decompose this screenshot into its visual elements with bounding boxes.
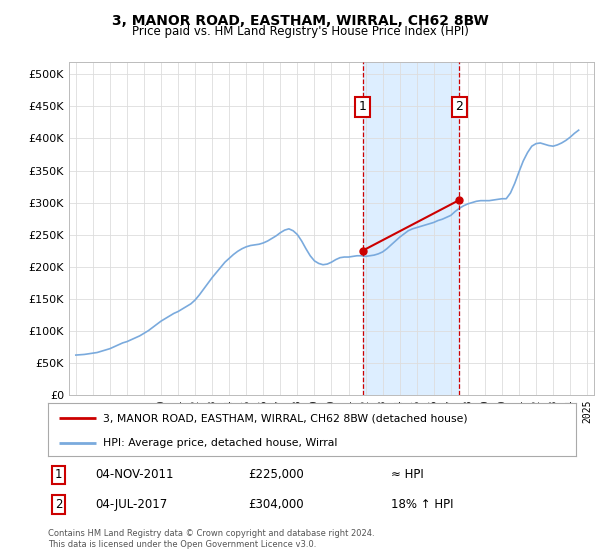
Text: £225,000: £225,000 [248, 468, 304, 482]
Text: 3, MANOR ROAD, EASTHAM, WIRRAL, CH62 8BW: 3, MANOR ROAD, EASTHAM, WIRRAL, CH62 8BW [112, 14, 488, 28]
Text: 1: 1 [359, 100, 367, 113]
Text: Contains HM Land Registry data © Crown copyright and database right 2024.
This d: Contains HM Land Registry data © Crown c… [48, 529, 374, 549]
Text: ≈ HPI: ≈ HPI [391, 468, 424, 482]
Text: 04-JUL-2017: 04-JUL-2017 [95, 498, 168, 511]
Text: 2: 2 [55, 498, 62, 511]
Bar [362, 62, 460, 395]
Text: 04-NOV-2011: 04-NOV-2011 [95, 468, 174, 482]
Text: £304,000: £304,000 [248, 498, 304, 511]
Text: HPI: Average price, detached house, Wirral: HPI: Average price, detached house, Wirr… [103, 438, 338, 448]
Text: Price paid vs. HM Land Registry's House Price Index (HPI): Price paid vs. HM Land Registry's House … [131, 25, 469, 38]
Text: 2: 2 [455, 100, 463, 113]
Text: 1: 1 [55, 468, 62, 482]
Text: 18% ↑ HPI: 18% ↑ HPI [391, 498, 454, 511]
Text: 3, MANOR ROAD, EASTHAM, WIRRAL, CH62 8BW (detached house): 3, MANOR ROAD, EASTHAM, WIRRAL, CH62 8BW… [103, 413, 468, 423]
